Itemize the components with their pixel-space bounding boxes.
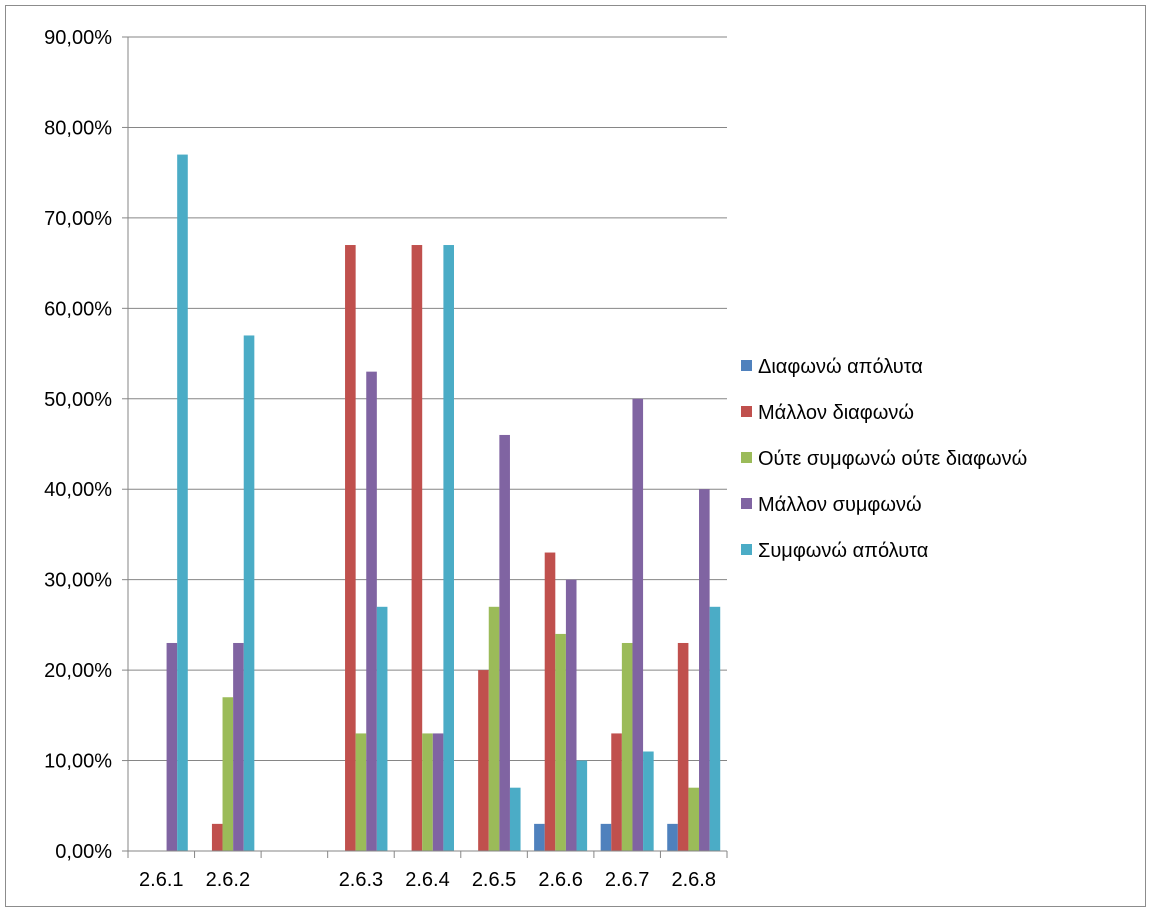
legend-label: Συμφωνώ απόλυτα <box>758 540 928 562</box>
bar <box>544 552 556 851</box>
bar <box>488 606 500 851</box>
y-tick-label: 0,00% <box>55 841 112 863</box>
x-tick-label: 2.6.4 <box>405 869 449 891</box>
y-tick-label: 60,00% <box>44 298 112 320</box>
y-tick-label: 70,00% <box>44 208 112 230</box>
legend-swatch <box>741 498 752 509</box>
bar <box>643 751 654 851</box>
y-tick-label: 50,00% <box>44 389 112 411</box>
axes <box>127 37 727 852</box>
bar <box>345 245 356 851</box>
x-tick-label: 2.6.8 <box>671 869 715 891</box>
bar <box>233 642 244 851</box>
bar <box>355 733 367 851</box>
y-axis-ticks: 0,00% 10,00% 20,00% 30,00% 40,00% 50,00% 60,00… <box>44 27 128 863</box>
x-tick-label: 2.6.6 <box>538 869 582 891</box>
y-tick-label: 80,00% <box>44 117 112 139</box>
bar <box>576 760 588 851</box>
bar <box>632 398 644 851</box>
y-tick-label: 30,00% <box>44 570 112 592</box>
bar <box>499 434 510 851</box>
x-axis-ticks: 2.6.1 2.6.2 2.6.3 2.6.4 2.6.5 2.6.6 2.6.7 2.6.8 <box>127 851 728 891</box>
bar <box>411 245 423 851</box>
bar <box>600 823 612 851</box>
bar <box>699 489 710 851</box>
legend-label: Μάλλον συμφωνώ <box>758 494 922 516</box>
bar <box>688 787 700 851</box>
bar <box>222 697 234 851</box>
y-tick-label: 10,00% <box>44 751 112 773</box>
bar <box>555 633 566 851</box>
legend-swatch <box>741 452 752 463</box>
bar <box>443 245 454 851</box>
legend-label: Μάλλον διαφωνώ <box>758 402 914 424</box>
bar <box>677 642 689 851</box>
x-tick-label: 2.6.5 <box>472 869 516 891</box>
bar <box>211 823 223 851</box>
legend-swatch <box>741 406 752 417</box>
bar <box>422 733 433 851</box>
bar <box>376 606 388 851</box>
bar <box>509 787 521 851</box>
bar <box>432 733 444 851</box>
legend: Διαφωνώ απόλυτα Μάλλον διαφωνώ Ούτε συμφων… <box>741 356 1027 562</box>
bar <box>667 823 678 851</box>
bar <box>621 642 633 851</box>
legend-label: Ούτε συμφωνώ ούτε διαφωνώ <box>758 448 1027 470</box>
bar <box>565 579 577 851</box>
x-tick-label: 2.6.3 <box>339 869 383 891</box>
bars <box>166 154 721 852</box>
bar <box>366 371 377 851</box>
bar <box>534 823 545 851</box>
bar <box>166 642 178 851</box>
bar <box>177 154 188 852</box>
y-tick-label: 20,00% <box>44 660 112 682</box>
y-tick-label: 90,00% <box>44 27 112 49</box>
x-tick-label: 2.6.2 <box>206 869 250 891</box>
x-tick-label: 2.6.7 <box>605 869 649 891</box>
bar <box>611 733 622 851</box>
bar <box>709 606 721 851</box>
x-tick-label: 2.6.1 <box>139 869 183 891</box>
bar <box>243 335 255 851</box>
y-tick-label: 40,00% <box>44 479 112 501</box>
legend-swatch <box>741 544 752 555</box>
legend-swatch <box>741 360 752 371</box>
bar <box>478 670 489 851</box>
legend-label: Διαφωνώ απόλυτα <box>758 356 923 378</box>
